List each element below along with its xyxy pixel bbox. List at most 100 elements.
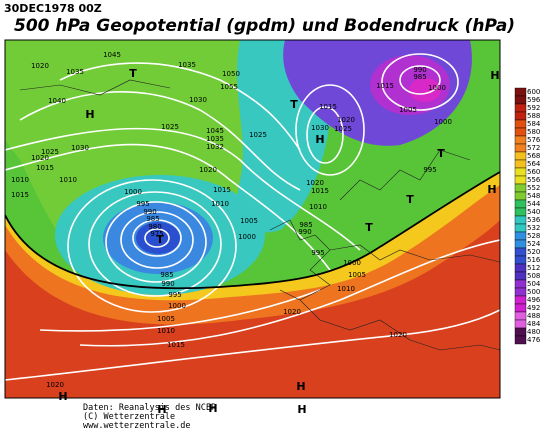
isobar-label: 995 [136, 200, 149, 208]
isobar-label: 1010 [211, 200, 229, 208]
isobar-label: 1055 [220, 83, 238, 91]
isobar-label: 1050 [222, 70, 240, 78]
colorbar-swatch [514, 327, 527, 337]
colorbar-swatch [514, 279, 527, 289]
colorbar-swatch [514, 167, 527, 177]
colorbar-swatch [514, 303, 527, 313]
colorbar-swatch [514, 111, 527, 121]
colorbar-label: 484 [527, 320, 540, 328]
colorbar-label: 580 [527, 128, 540, 136]
colorbar-swatch [514, 295, 527, 305]
colorbar-swatch [514, 151, 527, 161]
colorbar-label: 532 [527, 224, 540, 232]
isobar-label: 1010 [157, 327, 175, 335]
pressure-center: H [208, 402, 217, 415]
isobar-label: 985 [299, 221, 312, 229]
isobar-label: 1020 [46, 381, 64, 389]
colorbar-label: 572 [527, 144, 540, 152]
isobar-label: 1020 [31, 154, 49, 162]
isobar-label: 1000 [238, 233, 256, 241]
isobar-label: 1015 [376, 82, 394, 90]
colorbar-label: 588 [527, 112, 540, 120]
isobar-label: 1025 [161, 123, 179, 131]
colorbar-swatch [514, 287, 527, 297]
colorbar-swatch [514, 103, 527, 113]
isobar-label: 1010 [59, 176, 77, 184]
isobar-label: 1015 [319, 103, 337, 111]
isobar-label: 1015 [11, 191, 29, 199]
pressure-center: T [437, 147, 445, 160]
colorbar-swatch [514, 207, 527, 217]
colorbar-label: 556 [527, 176, 540, 184]
isobar-label: 1000 [428, 84, 446, 92]
colorbar-label: 496 [527, 296, 540, 304]
colorbar-label: 516 [527, 256, 540, 264]
colorbar-swatch [514, 231, 527, 241]
colorbar-label: 592 [527, 104, 540, 112]
colorbar-label: 576 [527, 136, 540, 144]
isobar-label: 990 [161, 280, 174, 288]
colorbar-swatch [514, 215, 527, 225]
isobar-label: 1030 [71, 144, 89, 152]
pressure-center: H [487, 183, 496, 196]
isobar-label: 990 [413, 66, 426, 74]
colorbar-swatch [514, 95, 527, 105]
isobar-label: 1010 [11, 176, 29, 184]
pressure-center: H [85, 108, 94, 121]
colorbar-label: 476 [527, 336, 540, 344]
colorbar-swatch [514, 239, 527, 249]
isobar-label: 1015 [36, 164, 54, 172]
colorbar-label: 500 [527, 288, 540, 296]
colorbar-swatch [514, 175, 527, 185]
colorbar-swatch [514, 271, 527, 281]
pressure-center: T [365, 221, 373, 234]
isobar-label: 1040 [48, 97, 66, 105]
isobar-label: 1015 [213, 186, 231, 194]
colorbar-label: 512 [527, 264, 540, 272]
isobar-label: 985 [146, 215, 159, 223]
colorbar-swatch [514, 263, 527, 273]
colorbar-label: 508 [527, 272, 540, 280]
colorbar-label: 564 [527, 160, 540, 168]
colorbar-swatch [514, 319, 527, 329]
pressure-center: H [58, 390, 67, 403]
isobar-label: 1000 [168, 302, 186, 310]
colorbar-label: 552 [527, 184, 540, 192]
isobar-label: 995 [423, 166, 436, 174]
isobar-label: 1030 [189, 96, 207, 104]
isobar-label: 1005 [157, 315, 175, 323]
colorbar-label: 492 [527, 304, 540, 312]
isobar-label: 1025 [334, 125, 352, 133]
footer-line: www.wetterzentrale.de [83, 421, 190, 430]
isobar-label: 1005 [240, 217, 258, 225]
colorbar-label: 584 [527, 120, 540, 128]
isobar-label: 1035 [66, 68, 84, 76]
colorbar-swatch [514, 127, 527, 137]
colorbar-swatch [514, 199, 527, 209]
colorbar-swatch [514, 247, 527, 257]
title: 500 hPa Geopotential (gpdm) und Bodendru… [14, 16, 515, 36]
colorbar-label: 600 [527, 88, 540, 96]
pressure-center: T [406, 193, 414, 206]
date: 30DEC1978 00Z [4, 2, 102, 15]
isobar-label: 1005 [348, 271, 366, 279]
pressure-center: H [296, 380, 305, 393]
pressure-center: H [315, 133, 324, 146]
pressure-center: T [156, 233, 164, 246]
isobar-label: 990 [143, 208, 156, 216]
pressure-center: H [297, 403, 306, 416]
colorbar-label: 596 [527, 96, 540, 104]
isobar-label: 1000 [434, 118, 452, 126]
isobar-label: 1015 [167, 341, 185, 349]
colorbar-label: 536 [527, 216, 540, 224]
pressure-center: T [129, 67, 137, 80]
isobar-label: 975 [150, 230, 163, 238]
isobar-label: 1035 [206, 135, 224, 143]
colorbar-label: 524 [527, 240, 540, 248]
isobar-label: 1000 [343, 259, 361, 267]
isobar-label: 1020 [283, 308, 301, 316]
colorbar-swatch [514, 135, 527, 145]
